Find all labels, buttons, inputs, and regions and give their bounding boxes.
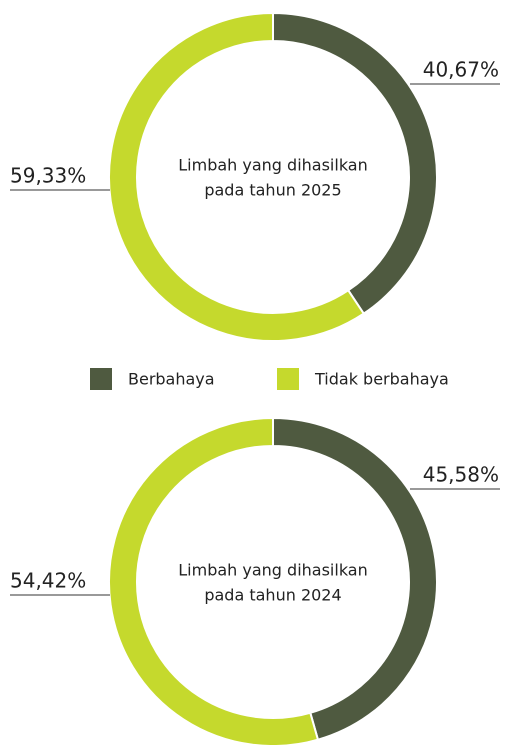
legend-label: Berbahaya bbox=[128, 370, 215, 389]
center-title: Limbah yang dihasilkan bbox=[178, 561, 368, 580]
value-label: 45,58% bbox=[423, 463, 499, 487]
legend-swatch bbox=[277, 368, 299, 390]
value-label: 59,33% bbox=[10, 164, 86, 188]
center-title: pada tahun 2025 bbox=[204, 181, 341, 200]
center-title: pada tahun 2024 bbox=[204, 586, 341, 605]
legend-label: Tidak berbahaya bbox=[314, 370, 449, 389]
donut-slice bbox=[108, 416, 320, 745]
legend-swatch bbox=[90, 368, 112, 390]
donut-slice bbox=[108, 11, 366, 342]
value-label: 40,67% bbox=[423, 58, 499, 82]
center-title: Limbah yang dihasilkan bbox=[178, 156, 368, 175]
value-label: 54,42% bbox=[10, 569, 86, 593]
